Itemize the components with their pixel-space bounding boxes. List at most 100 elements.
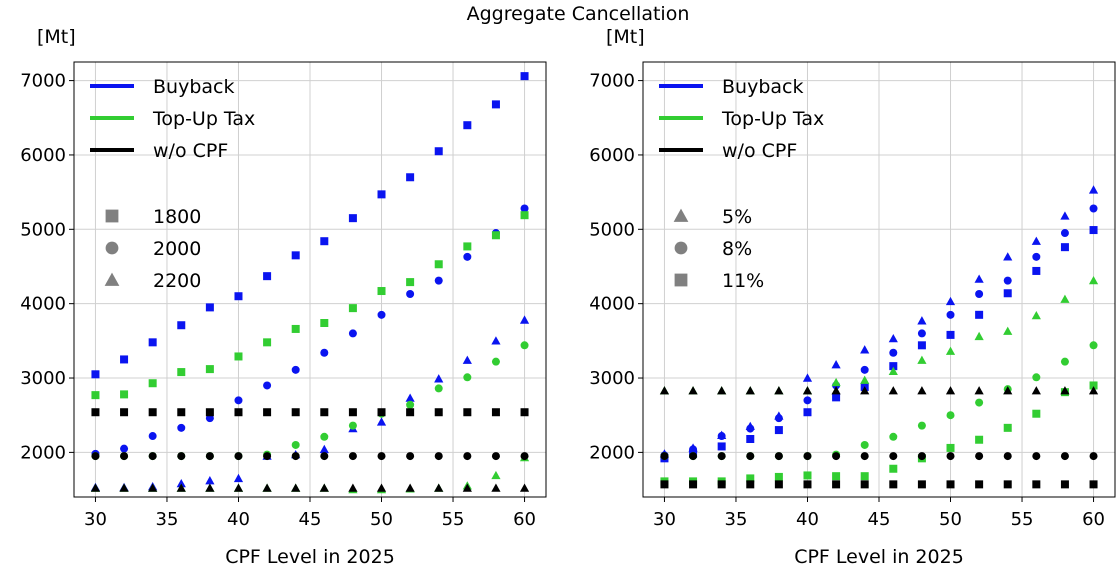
x-tick-label: 45 xyxy=(868,509,891,530)
data-points xyxy=(90,72,530,494)
data-point-circle xyxy=(860,440,869,449)
data-point-square xyxy=(348,408,357,417)
data-point-square xyxy=(832,393,841,402)
data-point-circle xyxy=(463,452,472,461)
data-point-square xyxy=(120,355,129,364)
data-point-square xyxy=(946,330,955,339)
legend-markers: 1800 2000 2200 xyxy=(104,206,201,292)
data-point-square xyxy=(263,272,272,281)
chart-panel-2: 30 35 40 45 50 55 60 2000 3000 4000 5000 6000 7000 CP… xyxy=(589,26,1116,568)
data-point-triangle xyxy=(205,476,215,485)
plot-frame xyxy=(73,61,547,498)
data-point-triangle xyxy=(519,315,530,324)
data-point-circle xyxy=(263,381,272,390)
data-point-square xyxy=(291,251,300,260)
data-point-circle xyxy=(348,421,357,430)
data-point-circle xyxy=(803,452,812,461)
y-tick-label: 5000 xyxy=(589,219,635,240)
data-point-square xyxy=(803,408,812,417)
data-point-triangle xyxy=(745,386,755,395)
data-point-circle xyxy=(746,452,755,461)
data-point-square xyxy=(91,370,100,379)
x-tick-label: 30 xyxy=(84,509,107,530)
data-point-square xyxy=(520,408,529,417)
legend-label: Buyback xyxy=(722,76,803,98)
data-point-circle xyxy=(406,290,415,298)
y-axis-label: [Mt] xyxy=(606,26,645,48)
y-tick-label: 6000 xyxy=(589,145,635,166)
data-point-circle xyxy=(205,452,214,461)
data-point-triangle xyxy=(205,483,215,492)
legend-marker-square xyxy=(105,209,119,223)
data-point-square xyxy=(263,338,272,347)
data-point-triangle xyxy=(1003,386,1013,395)
data-point-circle xyxy=(1060,452,1069,461)
data-point-triangle xyxy=(945,346,956,355)
data-point-circle xyxy=(177,452,186,461)
data-point-square xyxy=(320,237,329,246)
data-point-square xyxy=(463,242,472,251)
data-point-square xyxy=(177,368,186,377)
data-point-square xyxy=(263,408,272,417)
data-point-circle xyxy=(434,384,443,393)
data-point-square xyxy=(1060,480,1069,489)
data-point-square xyxy=(434,260,443,269)
x-tick-label: 35 xyxy=(725,509,748,530)
data-point-triangle xyxy=(831,360,841,369)
data-point-triangle xyxy=(1060,386,1070,395)
data-point-square xyxy=(291,408,300,417)
data-point-square xyxy=(120,408,129,417)
data-point-square xyxy=(1089,226,1098,235)
legend-label: Top-Up Tax xyxy=(152,108,255,130)
y-tick-label: 2000 xyxy=(589,442,635,463)
data-point-circle xyxy=(1089,204,1098,213)
legend-policies: Buyback Top-Up Tax w/o CPF xyxy=(90,76,255,162)
data-point-square xyxy=(491,231,500,240)
x-tick-label: 60 xyxy=(513,509,536,530)
data-point-square xyxy=(1003,423,1012,432)
data-point-circle xyxy=(889,452,898,461)
data-point-square xyxy=(348,214,357,223)
data-point-triangle xyxy=(945,386,956,395)
data-point-triangle xyxy=(917,355,927,364)
data-point-square xyxy=(889,464,898,473)
data-point-circle xyxy=(520,452,529,461)
data-point-circle xyxy=(320,432,329,441)
data-point-circle xyxy=(860,365,869,374)
data-point-triangle xyxy=(519,483,530,492)
data-point-square xyxy=(520,211,529,220)
data-point-triangle xyxy=(1060,211,1070,220)
y-tick-label: 7000 xyxy=(20,71,66,92)
legend-marker-label: 2200 xyxy=(153,270,201,292)
data-point-square xyxy=(491,100,500,109)
data-point-circle xyxy=(234,396,243,405)
data-point-square xyxy=(1060,243,1069,252)
data-point-circle xyxy=(1032,373,1041,382)
y-tick-label: 4000 xyxy=(589,294,635,315)
data-point-square xyxy=(774,472,783,481)
data-point-circle xyxy=(717,452,726,461)
data-point-triangle xyxy=(945,296,956,306)
data-point-square xyxy=(975,435,984,444)
data-point-triangle xyxy=(176,483,186,492)
data-point-circle xyxy=(917,421,926,430)
data-point-circle xyxy=(1060,357,1069,366)
data-point-triangle xyxy=(888,386,898,395)
data-point-square xyxy=(234,292,243,301)
legend-marker-triangle xyxy=(104,272,120,286)
legend-policies: Buyback Top-Up Tax w/o CPF xyxy=(659,76,824,162)
data-point-circle xyxy=(1032,252,1041,261)
y-axis-label: [Mt] xyxy=(37,26,76,48)
figure-title: Aggregate Cancellation xyxy=(467,3,690,25)
data-point-triangle xyxy=(148,483,158,492)
y-tick-label: 7000 xyxy=(589,71,635,92)
data-point-triangle xyxy=(831,377,841,387)
x-tick-label: 45 xyxy=(299,509,322,530)
data-point-circle xyxy=(917,329,926,338)
data-point-square xyxy=(148,379,157,388)
data-point-square xyxy=(917,341,926,350)
data-point-circle xyxy=(1032,452,1041,461)
data-point-square xyxy=(889,362,898,371)
data-point-circle xyxy=(1089,452,1098,461)
